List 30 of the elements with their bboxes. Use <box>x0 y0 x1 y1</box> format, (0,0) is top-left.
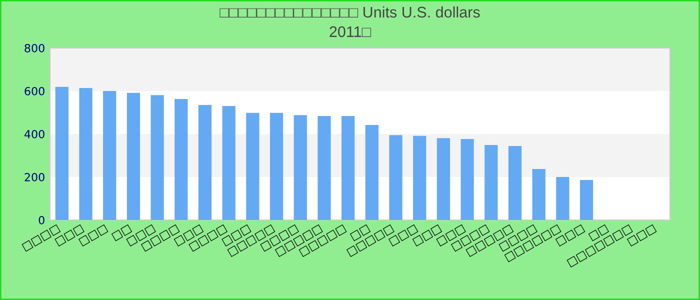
bar <box>365 124 378 220</box>
chart-subtitle: 2011□ <box>330 26 371 38</box>
bar <box>174 98 188 220</box>
bar <box>389 135 402 220</box>
bar <box>270 112 284 220</box>
bar <box>436 138 450 220</box>
bar <box>580 180 594 220</box>
bar <box>318 116 331 220</box>
bar <box>556 177 570 220</box>
bar <box>508 146 522 220</box>
bar <box>460 138 474 220</box>
y-tick-label: 0 <box>38 216 44 224</box>
bar <box>126 92 140 220</box>
y-tick-label: 800 <box>24 44 44 52</box>
bar <box>532 169 546 220</box>
bar <box>198 104 212 220</box>
bar <box>222 106 236 220</box>
bar <box>150 95 164 220</box>
bar <box>55 86 68 220</box>
y-tick-label: 600 <box>24 86 44 96</box>
bar <box>342 116 355 220</box>
bar <box>484 144 498 220</box>
y-tick-label: 400 <box>24 130 44 138</box>
bar <box>294 115 307 220</box>
bar <box>413 136 426 220</box>
y-tick-label: 200 <box>24 172 44 182</box>
bar <box>246 112 260 220</box>
bar <box>103 91 116 220</box>
chart-title: □□□□□□□□□□□□□□□ Units U.S. dollars <box>220 6 480 18</box>
bar <box>79 88 92 220</box>
